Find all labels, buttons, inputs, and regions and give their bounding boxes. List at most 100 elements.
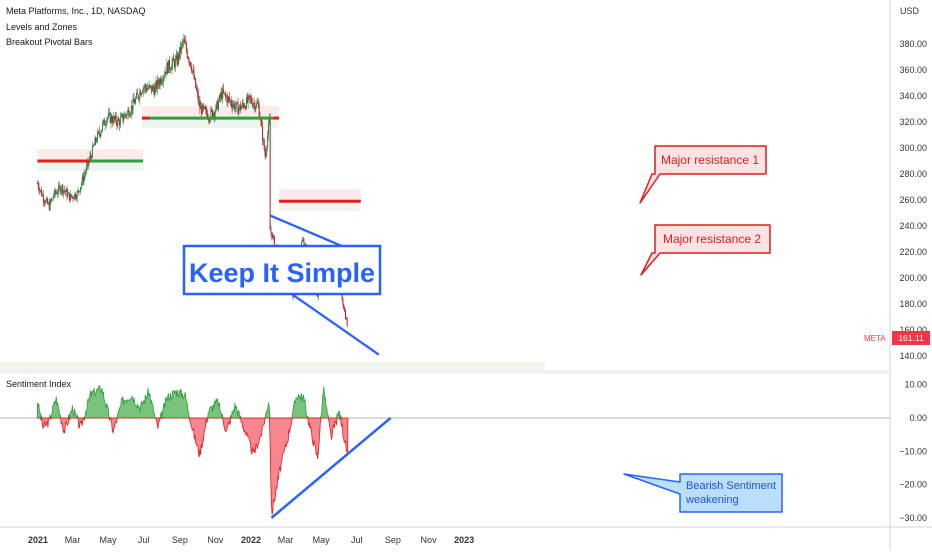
candle-body (178, 54, 180, 59)
candle-body (267, 123, 269, 136)
time-tick-label: Sep (172, 535, 188, 545)
candle-body (77, 190, 79, 192)
candle-body (72, 196, 74, 199)
candle-body (65, 189, 67, 193)
candle-body (200, 106, 202, 110)
candle-body (61, 185, 63, 190)
candle-body (159, 78, 161, 86)
candle-body (126, 111, 128, 116)
candle-body (92, 145, 94, 147)
time-tick-label: Jul (138, 535, 150, 545)
callout-bearish-sentiment[interactable]: Bearish Sentiment weakening (623, 473, 783, 513)
candle-body (145, 85, 147, 89)
candle-body (117, 118, 119, 126)
candle-body (156, 81, 158, 90)
candle-body (155, 81, 157, 87)
candle-body (241, 102, 243, 107)
symbol-label: META (864, 334, 886, 343)
pane-separator[interactable] (0, 370, 890, 374)
sentiment-pane-title[interactable]: Sentiment Index (6, 379, 72, 389)
candle-body (211, 109, 213, 111)
candle-body (237, 102, 239, 115)
candle-body (196, 87, 198, 91)
candle-body (142, 88, 144, 92)
candle-body (118, 118, 120, 121)
chart-header: Meta Platforms, Inc., 1D, NASDAQ Levels … (6, 6, 146, 389)
time-tick-label: May (100, 535, 118, 545)
candle-body (257, 103, 259, 105)
candle-body (342, 299, 344, 305)
candle-body (273, 236, 275, 247)
sentiment-pane[interactable]: Bearish Sentiment weakening (0, 385, 890, 519)
price-tick-label: 220.00 (899, 247, 927, 257)
candle-body (100, 132, 102, 136)
time-tick-label: Jul (351, 535, 363, 545)
candle-body (141, 91, 143, 93)
candle-body (214, 112, 216, 117)
candle-body (85, 171, 87, 174)
candle-body (230, 100, 232, 105)
price-pane[interactable]: Keep It Simple Major resistance 1 Major … (0, 33, 930, 370)
candle-body (153, 89, 155, 96)
candle-body (86, 165, 88, 172)
candle-body (101, 129, 103, 133)
candle-body (234, 106, 236, 110)
candle-body (271, 232, 273, 239)
candle-body (165, 71, 167, 74)
candle-body (244, 106, 246, 108)
candle-body (251, 98, 253, 103)
time-axis[interactable]: 2021 Mar May Jul Sep Nov 2022 Mar May Jul Sep Nov 20… (0, 526, 932, 545)
candle-body (258, 104, 260, 116)
candle-body (41, 189, 43, 196)
candle-body (78, 190, 80, 192)
candle-body (148, 84, 150, 89)
candle-body (185, 42, 187, 45)
candle-body (74, 193, 76, 199)
candle-body (150, 85, 152, 87)
candle-body (212, 110, 214, 117)
price-tick-label: 300.00 (899, 143, 927, 153)
price-tick-label: 240.00 (899, 221, 927, 231)
candle-body (110, 116, 112, 123)
candle-body (132, 98, 134, 110)
candle-body (143, 87, 145, 89)
indicator-levels-and-zones[interactable]: Levels and Zones (6, 22, 78, 32)
candle-body (169, 69, 171, 71)
price-tick-labels: 380.00 360.00 340.00 320.00 300.00 280.00 260.… (899, 39, 927, 361)
candle-body (60, 189, 62, 193)
candle-body (69, 194, 71, 201)
sentiment-negative-area (37, 416, 349, 516)
candle-body (228, 96, 230, 98)
candle-body (177, 54, 179, 65)
time-tick-label: 2022 (241, 535, 261, 545)
zone-lower (273, 118, 280, 129)
candle-body (204, 106, 206, 110)
candle-body (106, 118, 108, 124)
sentiment-trendline[interactable] (270, 417, 392, 519)
candle-body (184, 39, 186, 43)
sentiment-tick-label: 10.00 (904, 380, 927, 390)
candle-body (170, 69, 172, 71)
candle-body (208, 119, 210, 121)
candle-body (70, 194, 72, 197)
time-tick-label: Sep (385, 535, 401, 545)
candle-body (203, 106, 205, 108)
candle-body (219, 95, 221, 98)
candle-body (108, 112, 110, 114)
candle-body (253, 102, 255, 105)
candle-body (108, 113, 110, 118)
price-axis[interactable]: USD 380.00 360.00 340.00 320.00 300.00 280.00… (889, 0, 927, 550)
candle-body (273, 235, 275, 237)
callout-major-resistance-1[interactable]: Major resistance 1 (639, 145, 767, 204)
candle-body (67, 193, 69, 197)
indicator-breakout-pivotal-bars[interactable]: Breakout Pivotal Bars (6, 37, 93, 47)
callout-major-resistance-2[interactable]: Major resistance 2 (640, 224, 771, 276)
candle-body (91, 145, 93, 158)
candle-body (36, 183, 38, 184)
time-tick-label: Nov (207, 535, 224, 545)
candle-body (62, 185, 64, 194)
candle-body (97, 131, 99, 133)
candle-body (249, 95, 251, 98)
